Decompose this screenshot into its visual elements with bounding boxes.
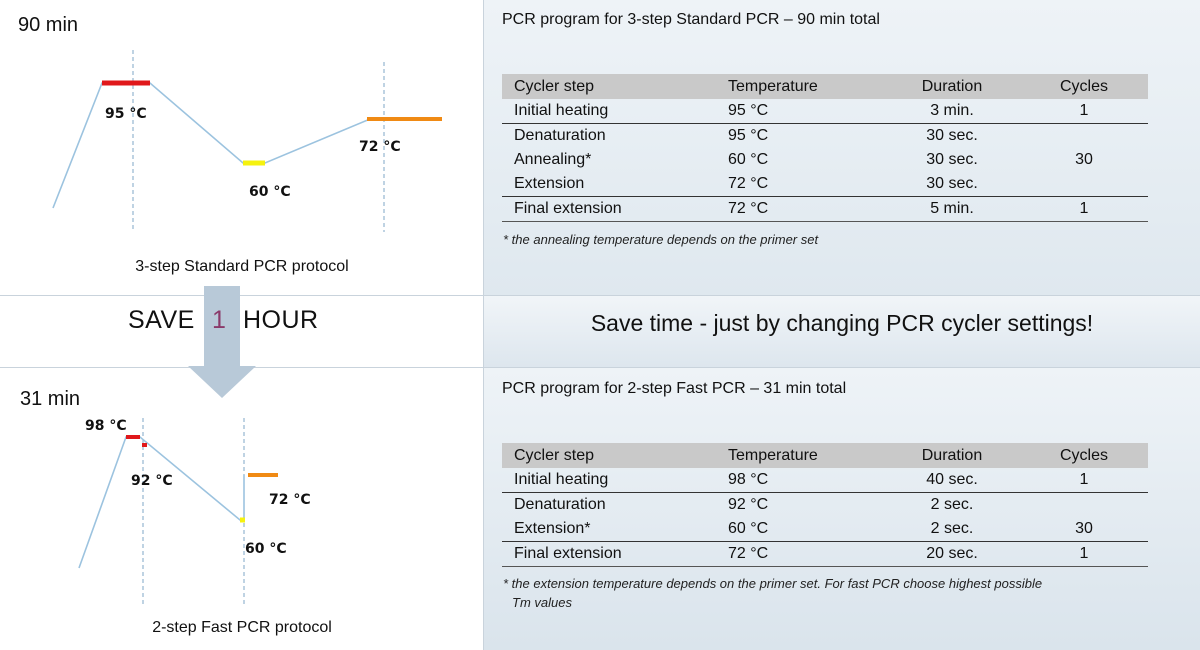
temp-label-60: 60 °C — [245, 541, 287, 557]
cell-temperature: 72 °C — [716, 196, 884, 222]
standard-protocol-diagram — [52, 50, 442, 232]
fast-total-time: 31 min — [20, 388, 81, 410]
fast-protocol-diagram — [78, 418, 278, 604]
fast-footnote-line2: Tm values — [512, 595, 572, 610]
down-arrow-icon — [188, 286, 256, 398]
cell-duration: 5 min. — [884, 196, 1020, 222]
cell-temperature: 95 °C — [728, 102, 769, 119]
cell-duration: 40 sec. — [926, 471, 978, 488]
save-hour-panel — [0, 296, 484, 368]
cell-step: Denaturation — [502, 123, 716, 148]
temp-label-98: 98 °C — [85, 418, 127, 434]
cell-temperature: 60 °C — [728, 520, 769, 537]
standard-protocol-label: 3-step Standard PCR protocol — [135, 258, 349, 275]
cell-cycles: 1 — [1079, 102, 1089, 119]
standard-total-time: 90 min — [18, 14, 79, 36]
table-row: Extension 72 °C 30 sec. — [502, 172, 1148, 197]
temp-label-72: 72 °C — [359, 139, 401, 155]
cell-temperature: 98 °C — [728, 471, 769, 488]
col-header-step: Cycler step — [502, 74, 716, 99]
cell-duration: 2 sec. — [930, 520, 974, 537]
col-header-temperature: Temperature — [716, 74, 884, 99]
table-row: Initial heating 98 °C 40 sec. 1 — [502, 468, 1148, 493]
table-row: Initial heating 95 °C 3 min. 1 — [502, 99, 1148, 124]
col-header-duration: Duration — [884, 443, 1020, 468]
cell-step: Denaturation — [502, 492, 716, 517]
cell-duration: 30 sec. — [884, 123, 1020, 148]
save-prefix: SAVE — [128, 306, 195, 334]
cell-step: Initial heating — [514, 471, 609, 488]
cell-duration: 30 sec. — [926, 175, 978, 192]
cell-cycles — [1020, 172, 1148, 197]
table-row: Final extension 72 °C 20 sec. 1 — [502, 541, 1148, 567]
cell-temperature: 72 °C — [728, 175, 769, 192]
table-row: Denaturation 95 °C 30 sec. — [502, 123, 1148, 148]
cell-duration: 20 sec. — [884, 541, 1020, 567]
cell-temperature: 92 °C — [716, 492, 884, 517]
fast-protocol-panel — [0, 368, 484, 650]
col-header-cycles: Cycles — [1020, 443, 1148, 468]
temperature-profile — [78, 436, 245, 569]
cell-cycles: 1 — [1079, 471, 1089, 488]
cell-step: Extension — [514, 175, 585, 192]
fast-program-table: Cycler step Temperature Duration Cycles … — [502, 443, 1148, 567]
table-header-row: Cycler step Temperature Duration Cycles — [502, 74, 1148, 99]
cell-step: Initial heating — [514, 102, 609, 119]
cell-cycles: 1 — [1020, 541, 1148, 567]
headline-panel — [484, 296, 1200, 368]
table-row: Annealing* 60 °C 30 sec. 30 — [502, 148, 1148, 172]
cell-step: Final extension — [502, 196, 716, 222]
cell-temperature: 60 °C — [728, 151, 769, 168]
table-row: Extension* 60 °C 2 sec. 30 — [502, 517, 1148, 542]
fast-footnote-line1: * the extension temperature depends on t… — [503, 576, 1043, 591]
cell-temperature: 95 °C — [716, 123, 884, 148]
save-suffix: HOUR — [243, 306, 319, 334]
cell-step: Final extension — [502, 541, 716, 567]
col-header-step: Cycler step — [502, 443, 716, 468]
cell-cycles — [1020, 123, 1148, 148]
standard-program-panel — [484, 0, 1200, 296]
col-header-duration: Duration — [884, 74, 1020, 99]
cell-step: Annealing* — [514, 151, 592, 168]
cell-temperature: 72 °C — [716, 541, 884, 567]
table-row: Final extension 72 °C 5 min. 1 — [502, 196, 1148, 222]
cell-cycles: 30 — [1075, 520, 1093, 537]
temp-label-95: 95 °C — [105, 106, 147, 122]
headline: Save time - just by changing PCR cycler … — [590, 310, 1094, 336]
fast-protocol-label: 2-step Fast PCR protocol — [152, 619, 332, 636]
temp-label-92: 92 °C — [131, 473, 173, 489]
temp-label-60: 60 °C — [249, 184, 291, 200]
standard-program-table: Cycler step Temperature Duration Cycles … — [502, 74, 1148, 222]
cell-duration: 2 sec. — [884, 492, 1020, 517]
standard-footnote: * the annealing temperature depends on t… — [503, 232, 819, 247]
col-header-cycles: Cycles — [1020, 74, 1148, 99]
table-row: Denaturation 92 °C 2 sec. — [502, 492, 1148, 517]
cell-cycles: 1 — [1020, 196, 1148, 222]
cell-step: Extension* — [514, 520, 591, 537]
col-header-temperature: Temperature — [716, 443, 884, 468]
fast-program-title: PCR program for 2-step Fast PCR – 31 min… — [502, 380, 847, 397]
cell-cycles — [1020, 492, 1148, 517]
standard-program-title: PCR program for 3-step Standard PCR – 90… — [502, 11, 880, 28]
temp-label-72: 72 °C — [269, 492, 311, 508]
cell-cycles: 30 — [1075, 151, 1093, 168]
cell-duration: 30 sec. — [926, 151, 978, 168]
standard-protocol-panel — [0, 0, 484, 296]
save-number: 1 — [212, 306, 227, 334]
cell-duration: 3 min. — [930, 102, 974, 119]
table-header-row: Cycler step Temperature Duration Cycles — [502, 443, 1148, 468]
